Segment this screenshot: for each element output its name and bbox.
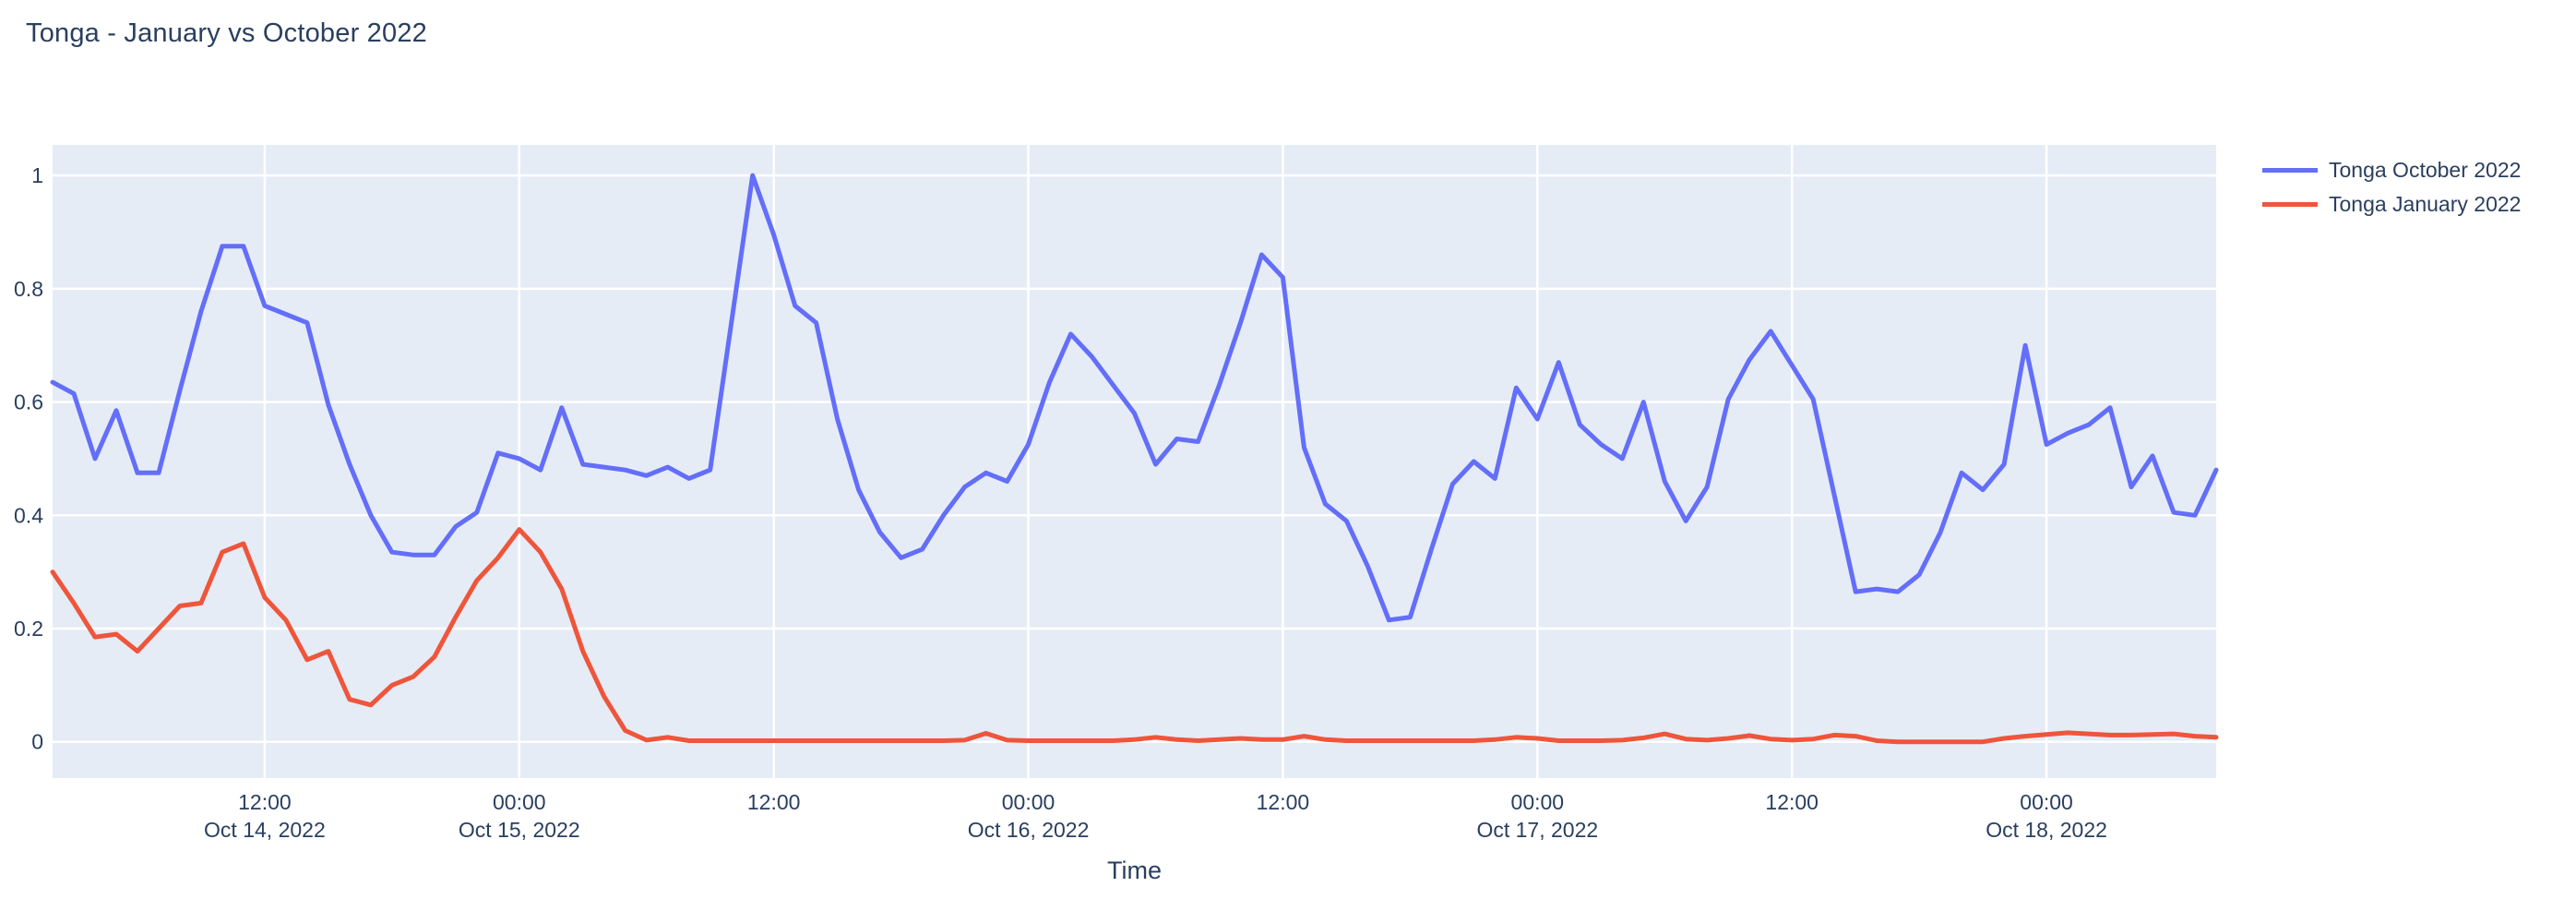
legend-line-swatch-october	[2262, 168, 2318, 173]
legend-item-october[interactable]: Tonga October 2022	[2262, 153, 2521, 187]
plot-area[interactable]	[53, 145, 2216, 778]
y-tick-label: 0.2	[14, 617, 43, 641]
x-tick-time-label: 00:00	[2020, 790, 2073, 814]
x-tick-date-label: Oct 15, 2022	[459, 818, 580, 842]
x-tick-date-label: Oct 16, 2022	[968, 818, 1090, 842]
y-tick-label: 0	[31, 730, 43, 754]
x-tick-time-label: 12:00	[1765, 790, 1819, 814]
x-axis-title: Time	[1107, 857, 1162, 884]
chart-title: Tonga - January vs October 2022	[26, 18, 427, 48]
x-tick-date-label: Oct 18, 2022	[1986, 818, 2107, 842]
legend-line-swatch-january	[2262, 202, 2318, 207]
x-tick-time-label: 00:00	[1002, 790, 1055, 814]
y-tick-label: 0.8	[14, 277, 43, 301]
x-tick-time-label: 00:00	[493, 790, 546, 814]
x-tick-time-label: 00:00	[1511, 790, 1565, 814]
x-tick-date-label: Oct 14, 2022	[204, 818, 326, 842]
legend: Tonga October 2022 Tonga January 2022	[2262, 153, 2521, 222]
x-tick-time-label: 12:00	[1257, 790, 1310, 814]
x-tick-time-label: 12:00	[238, 790, 292, 814]
x-tick-time-label: 12:00	[747, 790, 801, 814]
legend-label-october: Tonga October 2022	[2329, 158, 2522, 182]
y-tick-label: 0.4	[14, 503, 43, 527]
legend-label-january: Tonga January 2022	[2329, 192, 2522, 216]
series-line-january[interactable]	[50, 527, 2219, 745]
series-line-october[interactable]	[50, 173, 2219, 623]
y-tick-label: 0.6	[14, 390, 43, 414]
legend-item-january[interactable]: Tonga January 2022	[2262, 187, 2521, 222]
x-tick-date-label: Oct 17, 2022	[1476, 818, 1598, 842]
y-tick-label: 1	[31, 163, 43, 187]
